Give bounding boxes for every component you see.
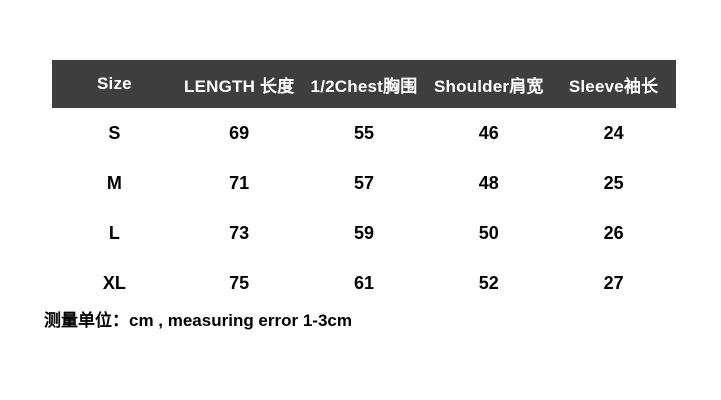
sleeve-cell: 27: [603, 272, 624, 293]
header-cell-sleeve: Sleeve袖长: [568, 76, 659, 96]
chest-cell: 59: [353, 222, 374, 243]
header-cell-chest: 1/2Chest胸围: [310, 76, 418, 96]
sleeve-cell: 24: [603, 122, 624, 143]
length-cell: 69: [229, 122, 250, 143]
length-cell: 75: [229, 272, 250, 293]
sleeve-cell: 26: [603, 222, 624, 243]
size-cell: M: [106, 172, 122, 193]
chest-cell: 61: [353, 272, 374, 293]
chest-cell: 57: [353, 172, 374, 193]
size-table-header-row: Size LENGTH 长度 1/2Chest胸围 Shoulder肩宽 Sle…: [52, 60, 676, 108]
shoulder-cell: 48: [478, 172, 499, 193]
table-row-l: L 73 59 50 26: [52, 208, 676, 258]
length-cell: 71: [229, 172, 250, 193]
table-row-xl: XL 75 61 52 27: [52, 258, 676, 308]
shoulder-cell: 52: [478, 272, 499, 293]
table-row-m: M 71 57 48 25: [52, 158, 676, 208]
length-cell: 73: [229, 222, 250, 243]
header-cell-length: LENGTH 长度: [183, 76, 295, 96]
size-cell: L: [108, 222, 120, 243]
size-cell: XL: [102, 272, 126, 293]
header-cell-shoulder: Shoulder肩宽: [433, 76, 544, 96]
measurement-unit-note: 测量单位：cm , measuring error 1-3cm: [44, 311, 352, 330]
size-cell: S: [108, 122, 121, 143]
shoulder-cell: 46: [478, 122, 499, 143]
shoulder-cell: 50: [478, 222, 499, 243]
chest-cell: 55: [353, 122, 374, 143]
sleeve-cell: 25: [603, 172, 624, 193]
table-row-s: S 69 55 46 24: [52, 108, 676, 158]
header-cell-size: Size: [96, 74, 132, 93]
size-table: Size LENGTH 长度 1/2Chest胸围 Shoulder肩宽 Sle…: [52, 60, 676, 308]
